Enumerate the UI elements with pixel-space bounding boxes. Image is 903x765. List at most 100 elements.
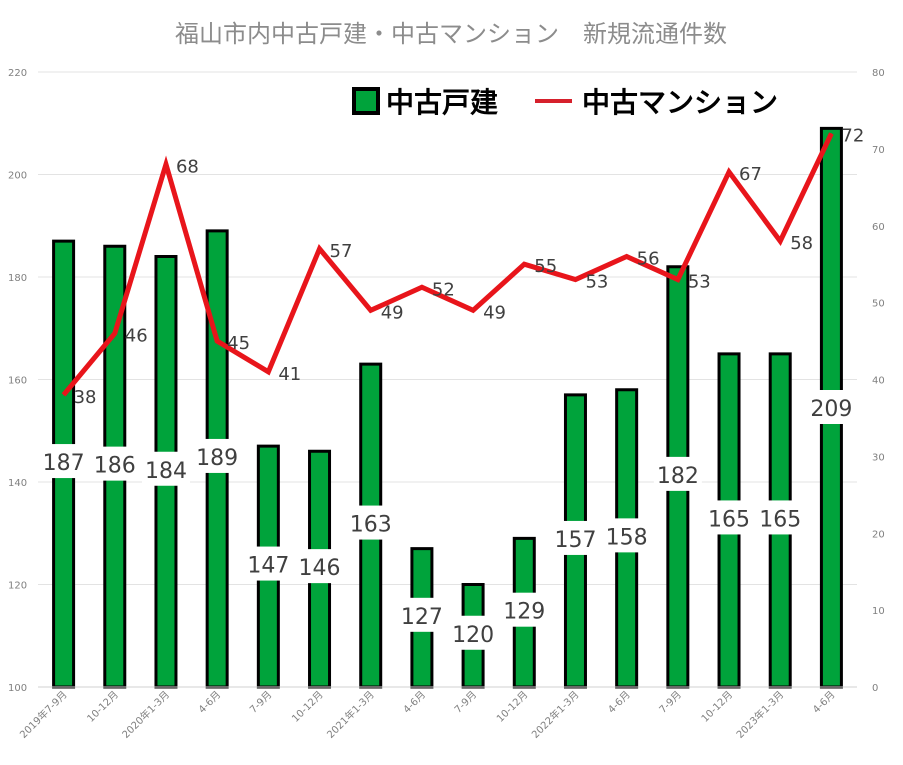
x-tick-label: 4-6月: [606, 689, 633, 716]
bar-data-label: 157: [554, 528, 596, 553]
x-tick-label: 10-12月: [290, 689, 326, 725]
x-tick-label: 7-9月: [247, 689, 274, 716]
line-point: [830, 133, 832, 134]
chart-title: 福山市内中古戸建・中古マンション 新規流通件数: [175, 20, 727, 48]
bar-label-bg: [295, 549, 344, 584]
x-tick-label: 2022年1-3月: [529, 688, 582, 741]
bar-data-label: 182: [657, 464, 699, 489]
line-data-label: 49: [381, 302, 404, 323]
x-axis: 2019年7-9月 10-12月 2020年1-3月 4-6月 7-9月 10-12月 20…: [17, 686, 857, 741]
bar-data-label: 186: [94, 454, 136, 479]
line-point: [63, 394, 65, 396]
line-data-label: 55: [534, 256, 557, 277]
bar-data-label: 147: [247, 554, 289, 579]
legend-label-bar: 中古戸建: [386, 86, 498, 119]
bar-label-bg: [449, 615, 498, 650]
line-data-label: 53: [688, 272, 711, 293]
line-point: [216, 340, 218, 342]
line-data-label: 41: [278, 364, 301, 385]
y-tick-label-left: 180: [8, 273, 27, 284]
x-tick-label: 2019年7-9月: [17, 688, 70, 741]
line-data-label: 72: [841, 126, 864, 147]
y-tick-label-right: 60: [872, 222, 885, 233]
line-point: [370, 309, 372, 311]
y-tick-label-right: 30: [872, 452, 885, 463]
line-point: [319, 248, 321, 250]
line-point: [677, 279, 679, 281]
line-data-label: 58: [790, 233, 813, 254]
bar-label-bg: [551, 520, 600, 555]
x-tick-label: 4-6月: [196, 689, 223, 716]
line-path: [61, 132, 834, 397]
y-tick-label-left: 140: [8, 478, 27, 489]
x-tick-label: 2023年1-3月: [733, 688, 786, 741]
bar-label-bg: [602, 518, 651, 553]
y-tick-label-left: 120: [8, 581, 27, 592]
x-tick-label: 4-6月: [810, 689, 837, 716]
line-data-label: 49: [483, 302, 506, 323]
legend: 中古戸建 中古マンション: [352, 86, 778, 119]
x-tick-label: 4-6月: [401, 689, 428, 716]
bar-label-bg: [807, 390, 856, 424]
line-data-label: 52: [432, 279, 455, 300]
line-point: [267, 371, 269, 373]
bar-data-label: 163: [350, 513, 392, 538]
line-point: [523, 263, 525, 265]
line-point: [472, 309, 474, 311]
bar-label-bg: [244, 546, 293, 581]
bar-label-bg: [500, 592, 549, 627]
x-tick-label: 10-12月: [85, 689, 121, 725]
line-data-label: 53: [585, 272, 608, 293]
bar-data-label: 146: [299, 556, 341, 581]
x-tick-label: 10-12月: [699, 689, 735, 725]
line-point: [728, 171, 730, 173]
line-data-label: 56: [637, 249, 660, 270]
y-axis-left: 100 120 140 160 180 200 220: [8, 68, 27, 694]
bar-data-label: 184: [145, 459, 187, 484]
y-tick-label-right: 50: [872, 299, 885, 310]
y-tick-label-right: 40: [872, 376, 885, 387]
bar-data-label: 165: [759, 507, 801, 532]
bar-data-label: 189: [196, 446, 238, 471]
y-tick-label-right: 80: [872, 68, 885, 79]
line-point: [779, 240, 781, 242]
bar-data-label: 120: [452, 623, 494, 648]
line-point: [114, 332, 116, 334]
line-data-label: 67: [739, 164, 762, 185]
x-tick-label: 7-9月: [657, 689, 684, 716]
bar-label-bg: [756, 500, 805, 535]
line-point: [421, 286, 423, 288]
bar-data-labels: 187 186 184 189 147 146 163 127 120 129 157 158 182 1…: [39, 390, 856, 650]
line-data-labels: 38 46 68 45 41 57 49 52 49 55 53 56 53 67 58 72: [74, 126, 865, 408]
line-point: [574, 279, 576, 281]
bar-data-label: 127: [401, 605, 443, 630]
bar-label-bg: [705, 500, 754, 535]
line-series: [61, 132, 834, 397]
line-point: [626, 256, 628, 257]
y-tick-label-left: 200: [8, 171, 27, 182]
y-tick-label-right: 20: [872, 529, 885, 540]
bar-data-label: 165: [708, 507, 750, 532]
line-data-label: 68: [176, 156, 199, 177]
y-tick-label-left: 160: [8, 376, 27, 387]
bar-label-bg: [193, 438, 242, 473]
bar-label-bg: [346, 505, 395, 540]
x-tick-label: 7-9月: [452, 689, 479, 716]
y-tick-label-left: 100: [8, 683, 27, 694]
bar-label-bg: [653, 456, 702, 491]
y-tick-label-right: 10: [872, 606, 885, 617]
bar-label-bg: [397, 597, 446, 632]
bar-data-label: 187: [43, 451, 85, 476]
y-tick-label-left: 220: [8, 68, 27, 79]
bar-label-bg: [90, 446, 139, 481]
line-data-label: 57: [330, 241, 353, 262]
bar-label-bg: [141, 451, 190, 486]
legend-label-line: 中古マンション: [582, 86, 778, 119]
legend-swatch-bar: [352, 87, 380, 115]
x-tick-label: 2021年1-3月: [324, 688, 377, 741]
bar-label-bg: [39, 444, 88, 479]
y-axis-right: 0 10 20 30 40 50 60 70 80: [872, 68, 885, 694]
y-tick-label-right: 70: [872, 145, 885, 156]
y-tick-label-right: 0: [872, 683, 878, 694]
